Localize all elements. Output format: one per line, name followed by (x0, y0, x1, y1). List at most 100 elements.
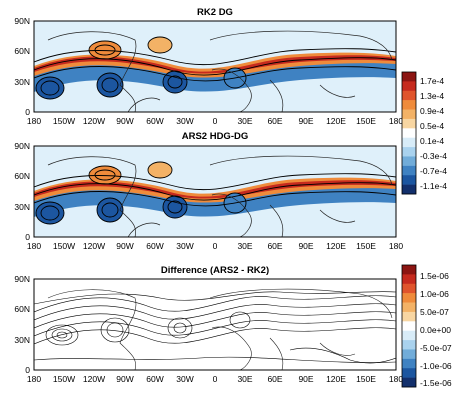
colorbar-label: -1.5e-06 (420, 378, 452, 388)
panel-difference: Difference (ARS2 - RK2) (14, 265, 403, 384)
lon-tick-label: 90W (116, 374, 133, 384)
lon-tick-label: 180 (389, 374, 403, 384)
lon-tick-label: 30W (176, 374, 193, 384)
field-contours-rk2 (34, 30, 396, 112)
panel-title-rk2: RK2 DG (197, 7, 233, 18)
lon-tick-label: 90E (298, 374, 313, 384)
panel-rk2: RK2 DG (14, 7, 403, 126)
colorbar-label: 1.0e-06 (420, 289, 449, 299)
lon-tick-label: 180 (27, 241, 41, 251)
colorbar-swatch (402, 283, 416, 294)
lon-tick-label: 0 (213, 241, 218, 251)
lon-axis: 180 150W 120W 90W 60W 30W 0 30E 60E 90E … (27, 241, 403, 251)
lon-tick-label: 90W (116, 116, 133, 126)
lat-tick-label: 60N (14, 304, 30, 314)
lon-tick-label: 60E (267, 374, 282, 384)
lat-tick-label: 30N (14, 77, 30, 87)
lon-tick-label: 150E (356, 374, 376, 384)
lat-tick-label: 90N (14, 274, 30, 284)
colorbar-swatch (402, 81, 416, 92)
colorbar-top: 1.7e-4 1.3e-4 0.9e-4 0.5e-4 0.1e-4 -0.3e… (401, 71, 447, 195)
lon-tick-label: 120W (83, 241, 105, 251)
difference-contours (34, 288, 396, 370)
lon-tick-label: 180 (389, 116, 403, 126)
lon-tick-label: 150W (53, 374, 75, 384)
lat-tick-label: 90N (14, 16, 30, 26)
colorbar-label: 0.1e-4 (420, 136, 444, 146)
colorbar-label: 0.0e+00 (420, 325, 451, 335)
lat-axis: 90N 60N 30N 0 (14, 16, 30, 117)
lon-tick-label: 120W (83, 374, 105, 384)
lon-tick-label: 30E (237, 241, 252, 251)
lon-tick-label: 90W (116, 241, 133, 251)
colorbar-swatch (402, 368, 416, 378)
map-frame (33, 278, 397, 371)
colorbar-swatch (402, 72, 416, 82)
colorbar-swatch (402, 321, 416, 331)
lon-tick-label: 150W (53, 241, 75, 251)
colorbar-swatch (402, 147, 416, 157)
map-frame (33, 145, 397, 238)
lon-axis: 180 150W 120W 90W 60W 30W 0 30E 60E 90E … (27, 374, 403, 384)
map-background (34, 279, 396, 370)
colorbar-swatch (402, 377, 416, 388)
colorbar-label: 5.0e-07 (420, 307, 449, 317)
lon-tick-label: 0 (213, 374, 218, 384)
lat-tick-label: 90N (14, 141, 30, 151)
colorbar-label: -1.0e-06 (420, 361, 452, 371)
lon-tick-label: 30E (237, 374, 252, 384)
lon-tick-label: 150W (53, 116, 75, 126)
lon-axis: 180 150W 120W 90W 60W 30W 0 30E 60E 90E … (27, 116, 403, 126)
lat-tick-label: 30N (14, 335, 30, 345)
field-contours-ars2 (34, 155, 396, 237)
lat-tick-label: 30N (14, 202, 30, 212)
lon-tick-label: 30W (176, 241, 193, 251)
lat-axis: 90N 60N 30N 0 (14, 141, 30, 242)
lon-tick-label: 180 (27, 374, 41, 384)
colorbar-swatch (402, 137, 416, 148)
colorbar-label: -0.3e-4 (420, 151, 447, 161)
lon-tick-label: 90E (298, 116, 313, 126)
lat-tick-label: 60N (14, 171, 30, 181)
lon-tick-label: 120E (326, 116, 346, 126)
colorbar-swatch (402, 274, 416, 285)
colorbar-swatch (402, 330, 416, 341)
colorbar-swatch (402, 175, 416, 185)
lon-tick-label: 0 (213, 116, 218, 126)
colorbar-swatch (402, 358, 416, 369)
colorbar-label: 1.5e-06 (420, 271, 449, 281)
colorbar-label: -5.0e-07 (420, 343, 452, 353)
colorbar-swatch (402, 311, 416, 322)
colorbar-label: 0.9e-4 (420, 106, 444, 116)
lon-tick-label: 150E (356, 116, 376, 126)
colorbar-bottom: 1.5e-06 1.0e-06 5.0e-07 0.0e+00 -5.0e-07… (401, 264, 452, 388)
lat-tick-label: 60N (14, 46, 30, 56)
colorbar-swatch (402, 118, 416, 129)
colorbar-swatch (402, 156, 416, 167)
colorbar-swatch (402, 128, 416, 138)
lat-tick-label: 0 (25, 365, 30, 375)
colorbar-label: 0.5e-4 (420, 121, 444, 131)
colorbar-swatch (402, 302, 416, 313)
map-frame (33, 20, 397, 113)
colorbar-label: 1.7e-4 (420, 76, 444, 86)
colorbar-label: -0.7e-4 (420, 166, 447, 176)
panel-title-difference: Difference (ARS2 - RK2) (161, 265, 269, 276)
colorbar-swatch (402, 349, 416, 360)
lon-tick-label: 120E (326, 374, 346, 384)
lon-tick-label: 180 (389, 241, 403, 251)
colorbar-swatch (402, 340, 416, 350)
colorbar-swatch (402, 100, 416, 110)
lon-tick-label: 150E (356, 241, 376, 251)
colorbar-swatch (402, 165, 416, 176)
colorbar-swatch (402, 184, 416, 195)
lon-tick-label: 60E (267, 241, 282, 251)
lon-tick-label: 90E (298, 241, 313, 251)
lon-tick-label: 30W (176, 116, 193, 126)
colorbar-swatch (402, 293, 416, 303)
colorbar-swatch (402, 109, 416, 120)
lat-tick-label: 0 (25, 232, 30, 242)
lon-tick-label: 60W (146, 374, 163, 384)
lat-axis: 90N 60N 30N 0 (14, 274, 30, 375)
